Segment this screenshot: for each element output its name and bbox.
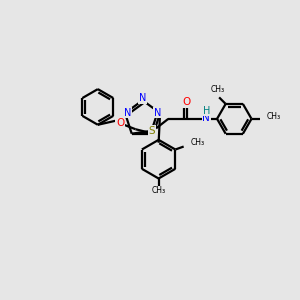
- Text: CH₃: CH₃: [266, 112, 280, 121]
- Text: CH₃: CH₃: [190, 138, 204, 147]
- Text: S: S: [148, 126, 155, 136]
- Text: N: N: [154, 107, 161, 118]
- Text: H: H: [203, 106, 210, 116]
- Text: N: N: [139, 93, 146, 103]
- Text: CH₃: CH₃: [152, 186, 166, 195]
- Text: N: N: [202, 113, 210, 123]
- Text: O: O: [183, 97, 191, 107]
- Text: CH₃: CH₃: [211, 85, 225, 94]
- Text: N: N: [124, 107, 131, 118]
- Text: O: O: [116, 118, 124, 128]
